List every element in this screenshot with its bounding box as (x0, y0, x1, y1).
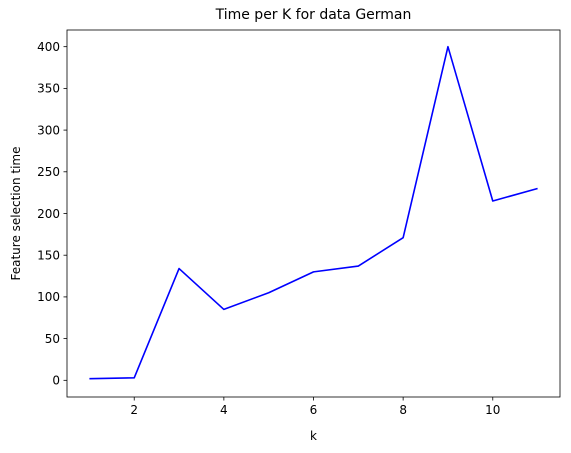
x-tick-label: 4 (220, 403, 228, 417)
x-axis-ticks: 2 4 6 8 10 (130, 397, 500, 417)
y-tick-label: 400 (37, 40, 60, 54)
y-tick-label: 200 (37, 207, 60, 221)
y-tick-label: 150 (37, 249, 60, 263)
x-tick-label: 8 (399, 403, 407, 417)
y-tick-label: 100 (37, 290, 60, 304)
y-tick-label: 0 (52, 374, 60, 388)
y-tick-label: 300 (37, 123, 60, 137)
y-tick-label: 350 (37, 82, 60, 96)
y-tick-label: 250 (37, 165, 60, 179)
series-line (89, 45, 538, 380)
y-axis-ticks: 0 50 100 150 200 250 300 350 400 (37, 40, 67, 388)
y-tick-label: 50 (45, 332, 60, 346)
x-tick-label: 2 (130, 403, 138, 417)
x-axis-label: k (310, 429, 317, 443)
x-tick-label: 6 (310, 403, 318, 417)
series-layer (89, 45, 538, 380)
y-axis-label: Feature selection time (9, 146, 23, 280)
chart-title: Time per K for data German (215, 7, 412, 23)
x-tick-label: 10 (485, 403, 500, 417)
